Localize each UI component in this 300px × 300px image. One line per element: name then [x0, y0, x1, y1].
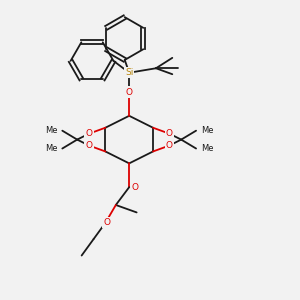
- Text: O: O: [85, 141, 93, 150]
- Text: Me: Me: [201, 126, 214, 135]
- Text: O: O: [103, 218, 110, 227]
- Text: O: O: [85, 129, 93, 138]
- Text: Me: Me: [201, 144, 214, 153]
- Text: O: O: [166, 129, 173, 138]
- Text: O: O: [166, 141, 173, 150]
- Text: Si: Si: [125, 68, 134, 77]
- Text: O: O: [132, 183, 139, 192]
- Text: Me: Me: [45, 126, 57, 135]
- Text: Me: Me: [45, 144, 57, 153]
- Text: O: O: [126, 88, 133, 97]
